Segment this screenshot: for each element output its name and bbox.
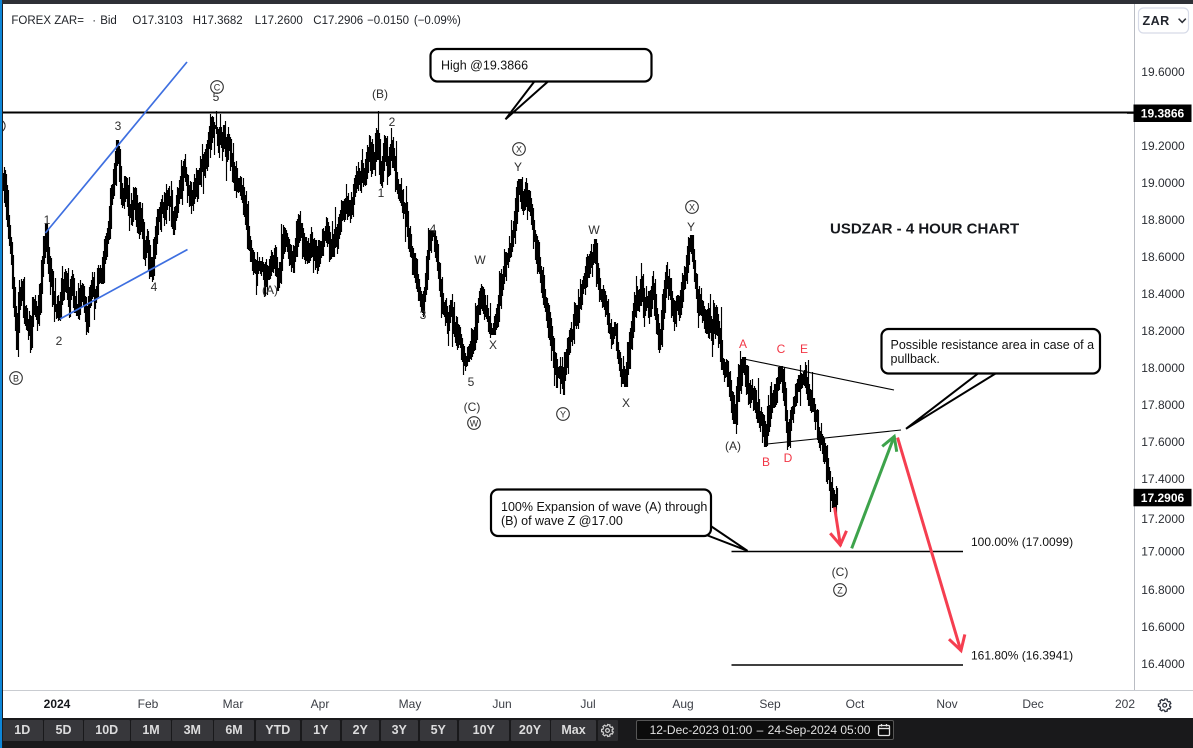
svg-text:16.8000: 16.8000 — [1141, 583, 1185, 597]
svg-text:161.80% (16.3941): 161.80% (16.3941) — [971, 649, 1073, 663]
svg-text:3: 3 — [115, 119, 122, 133]
svg-text:Apr: Apr — [311, 697, 330, 711]
svg-text:17.4000: 17.4000 — [1141, 472, 1185, 486]
svg-text:202: 202 — [1115, 697, 1135, 711]
svg-text:W: W — [474, 253, 486, 267]
svg-text:5: 5 — [213, 90, 220, 104]
svg-text:D: D — [784, 451, 793, 465]
svg-text:2: 2 — [389, 115, 396, 129]
svg-text:X: X — [689, 202, 695, 212]
svg-text:17.0000: 17.0000 — [1141, 545, 1185, 559]
svg-text:Y: Y — [560, 409, 566, 419]
svg-text:A: A — [739, 337, 747, 351]
svg-text:(C): (C) — [464, 400, 481, 414]
svg-text:16.4000: 16.4000 — [1141, 657, 1185, 671]
svg-text:100% Expansion of wave (A) thr: 100% Expansion of wave (A) through — [501, 500, 707, 514]
svg-text:19.0000: 19.0000 — [1141, 176, 1185, 190]
svg-text:19.3866: 19.3866 — [1141, 107, 1185, 121]
svg-text:pullback.: pullback. — [891, 352, 940, 366]
svg-text:4: 4 — [430, 222, 437, 236]
svg-text:(A): (A) — [262, 283, 278, 297]
svg-text:W: W — [470, 418, 479, 428]
svg-text:Y: Y — [687, 220, 695, 234]
svg-text:Nov: Nov — [936, 697, 957, 711]
svg-text:18.8000: 18.8000 — [1141, 213, 1185, 227]
svg-text:Z: Z — [837, 585, 843, 595]
svg-text:Jun: Jun — [492, 697, 511, 711]
svg-text:E: E — [800, 342, 808, 356]
svg-text:2024: 2024 — [44, 697, 71, 711]
svg-text:Jul: Jul — [580, 697, 595, 711]
svg-text:Dec: Dec — [1022, 697, 1043, 711]
svg-text:2: 2 — [56, 334, 63, 348]
svg-text:3: 3 — [420, 308, 427, 322]
svg-text:High @19.3866: High @19.3866 — [441, 59, 528, 73]
svg-text:Y: Y — [514, 160, 522, 174]
svg-text:17.6000: 17.6000 — [1141, 435, 1185, 449]
svg-text:C: C — [777, 342, 786, 356]
svg-text:Aug: Aug — [672, 697, 693, 711]
svg-text:X: X — [489, 338, 497, 352]
svg-text:B: B — [13, 373, 19, 383]
svg-text:W: W — [588, 223, 600, 237]
svg-text:18.0000: 18.0000 — [1141, 361, 1185, 375]
svg-text:19.2000: 19.2000 — [1141, 139, 1185, 153]
svg-text:May: May — [399, 697, 422, 711]
svg-text:(A): (A) — [725, 439, 741, 453]
svg-text:Oct: Oct — [846, 697, 865, 711]
svg-text:18.2000: 18.2000 — [1141, 324, 1185, 338]
svg-text:USDZAR - 4 HOUR CHART: USDZAR - 4 HOUR CHART — [830, 221, 1019, 238]
svg-text:(B): (B) — [372, 87, 388, 101]
svg-text:ZAR: ZAR — [1143, 14, 1170, 28]
svg-text:4: 4 — [151, 280, 158, 294]
svg-text:17.8000: 17.8000 — [1141, 398, 1185, 412]
svg-text:1: 1 — [44, 213, 51, 227]
svg-text:X: X — [516, 144, 522, 154]
svg-text:Mar: Mar — [223, 697, 244, 711]
svg-text:16.6000: 16.6000 — [1141, 620, 1185, 634]
svg-text:C: C — [214, 82, 221, 92]
svg-text:18.4000: 18.4000 — [1141, 287, 1185, 301]
svg-text:X: X — [622, 396, 630, 410]
svg-text:(B) of wave Z @17.00: (B) of wave Z @17.00 — [501, 514, 623, 528]
svg-text:Possible resistance area in ca: Possible resistance area in case of a — [891, 338, 1095, 352]
svg-text:Feb: Feb — [138, 697, 159, 711]
svg-text:B: B — [762, 455, 770, 469]
svg-text:17.2000: 17.2000 — [1141, 512, 1185, 526]
svg-text:5: 5 — [468, 375, 475, 389]
svg-text:Sep: Sep — [759, 697, 781, 711]
svg-text:(C): (C) — [832, 565, 849, 579]
svg-text:19.6000: 19.6000 — [1141, 65, 1185, 79]
svg-text:17.2906: 17.2906 — [1141, 491, 1185, 505]
svg-text:18.6000: 18.6000 — [1141, 250, 1185, 264]
svg-text:1: 1 — [378, 186, 385, 200]
svg-text:100.00% (17.0099): 100.00% (17.0099) — [971, 535, 1073, 549]
